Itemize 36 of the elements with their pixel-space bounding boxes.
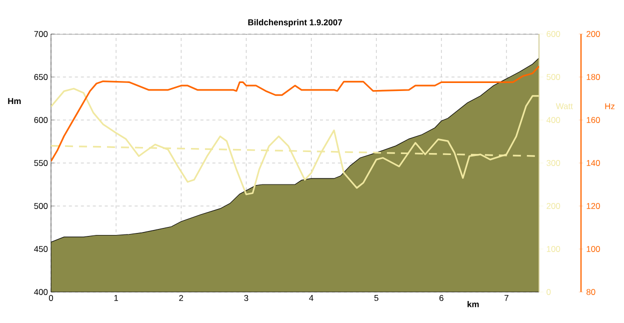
y2-tick-label: 0 bbox=[546, 289, 551, 295]
line-series bbox=[51, 88, 540, 196]
y3-tick-label: 80 bbox=[586, 289, 596, 295]
x-axis-title: km bbox=[468, 301, 479, 308]
y2-tick-label: 600 bbox=[546, 31, 560, 37]
y3-axis-title: Hz bbox=[605, 103, 615, 110]
y2-tick-label: 500 bbox=[546, 74, 560, 80]
y2-tick-label: 100 bbox=[546, 246, 560, 252]
y3-tick-label: 180 bbox=[586, 74, 600, 80]
chart-title: Bildchensprint 1.9.2007 bbox=[248, 19, 342, 27]
x-tick-label: 1 bbox=[114, 295, 118, 301]
x-tick-label: 6 bbox=[439, 295, 444, 302]
x-tick-label: 7 bbox=[504, 295, 508, 301]
y-axis-title: Hm bbox=[8, 98, 21, 104]
y-tick-label: 550 bbox=[34, 160, 48, 166]
y3-tick-label: 200 bbox=[586, 31, 600, 37]
y-tick-label: 600 bbox=[34, 117, 48, 123]
x-tick-label: 5 bbox=[374, 295, 378, 301]
y-tick-label: 650 bbox=[34, 74, 48, 80]
y-tick-label: 400 bbox=[34, 289, 48, 295]
y2-tick-label: 300 bbox=[546, 160, 560, 166]
y2-axis-title: Watt bbox=[556, 103, 573, 110]
x-tick-label: 4 bbox=[309, 295, 314, 301]
y2-tick-label: 200 bbox=[546, 203, 560, 209]
x-tick-label: 2 bbox=[179, 295, 184, 301]
x-tick-label: 0 bbox=[48, 295, 54, 302]
line-series bbox=[51, 65, 540, 162]
x-tick-label: 3 bbox=[244, 295, 248, 302]
y3-tick-label: 120 bbox=[586, 203, 600, 209]
y3-tick-label: 100 bbox=[586, 246, 600, 252]
y3-tick-label: 160 bbox=[586, 117, 600, 123]
y-tick-label: 450 bbox=[34, 246, 48, 252]
y2-tick-label: 400 bbox=[546, 117, 560, 123]
y-tick-label: 700 bbox=[34, 31, 48, 37]
y-tick-label: 500 bbox=[34, 203, 48, 209]
y3-tick-label: 140 bbox=[586, 160, 600, 166]
